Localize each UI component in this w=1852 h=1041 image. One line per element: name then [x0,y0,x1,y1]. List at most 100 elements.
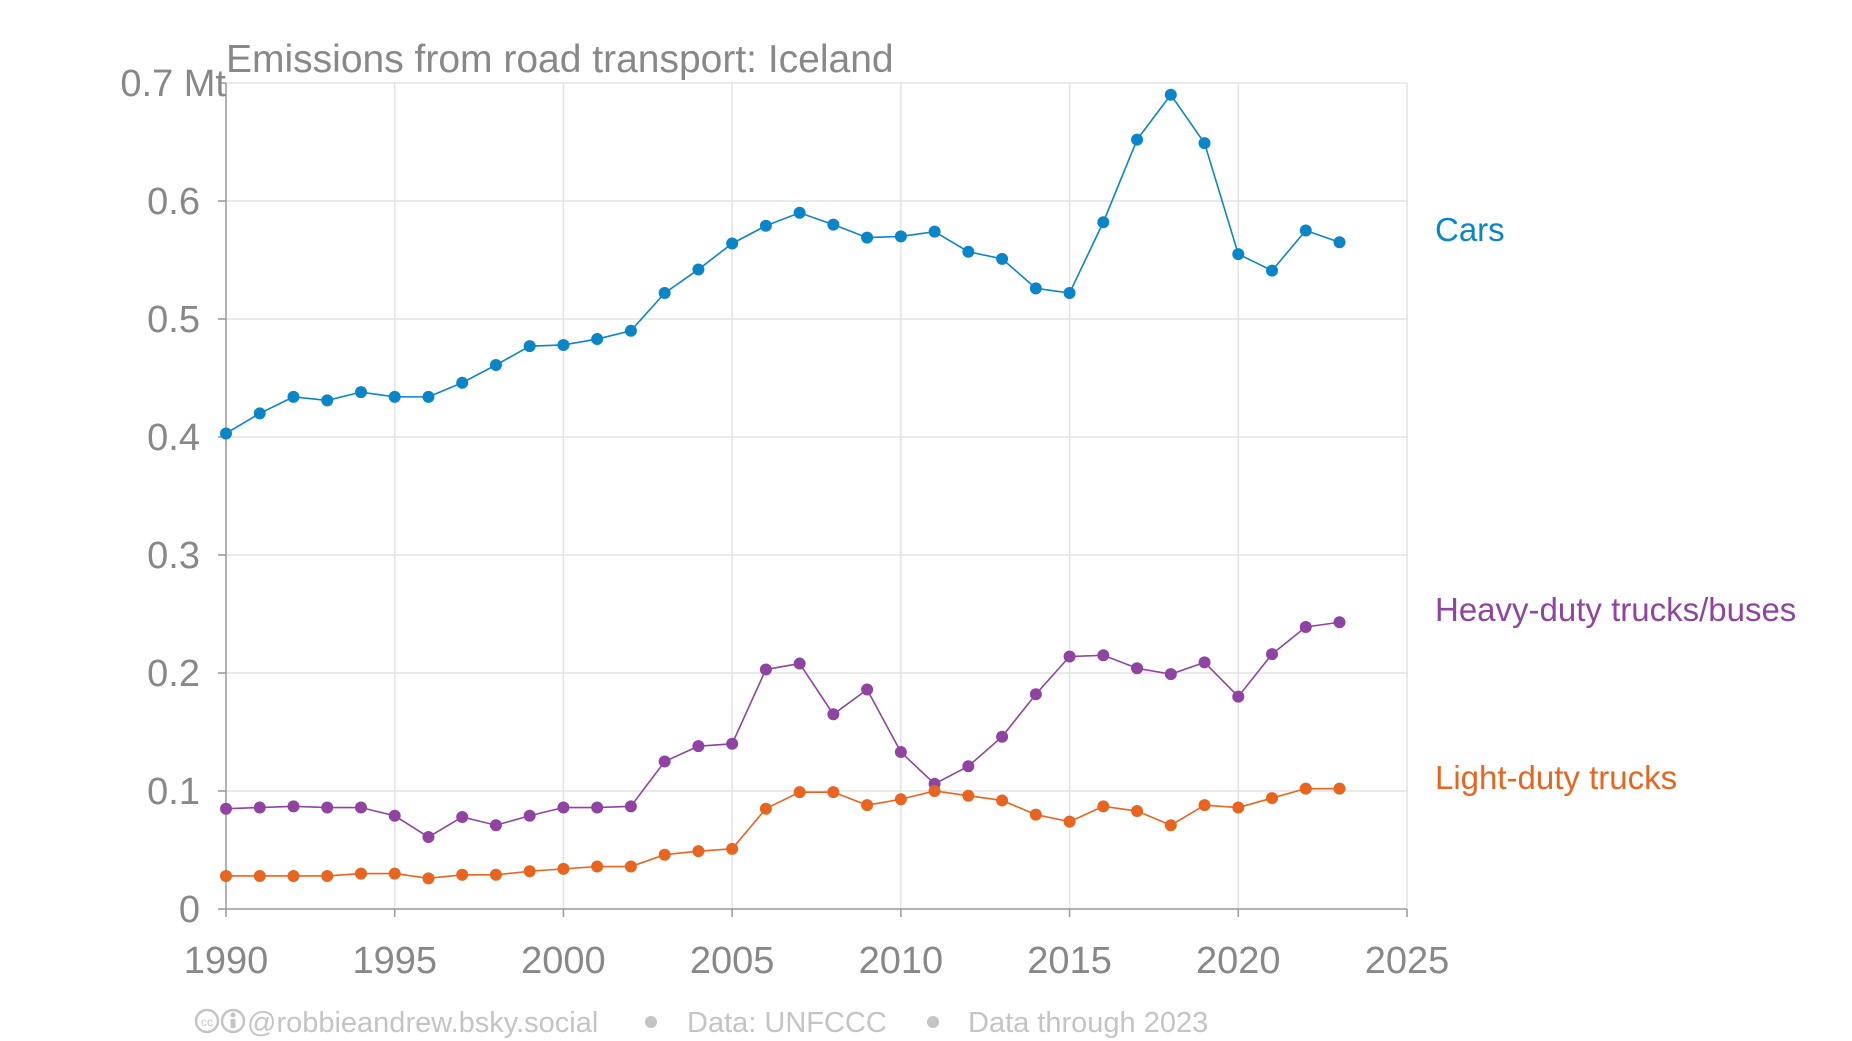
data-point [354,867,367,880]
data-point [1333,782,1346,795]
x-tick-label: 1990 [184,940,269,982]
grid [226,82,1408,909]
data-point [692,263,705,276]
svg-text:cc: cc [201,1015,213,1029]
separator-dot [645,1016,657,1028]
data-point [827,708,840,721]
data-point [523,865,536,878]
series-group [220,88,1346,885]
footer: cc @robbieandrew.bsky.social Data: UNFCC… [194,1007,1208,1039]
data-point [388,867,401,880]
data-point [827,786,840,799]
data-point [1266,648,1279,661]
data-point [692,845,705,858]
data-point [1198,137,1211,150]
data-point [456,810,469,823]
data-point [1333,616,1346,629]
y-tick-label: 0.6 [147,181,200,223]
data-point [996,794,1009,807]
data-point [1198,656,1211,669]
data-point [1232,248,1245,261]
data-point [1232,801,1245,814]
x-tick-label: 2025 [1365,940,1450,982]
data-point [456,376,469,389]
series-cars [220,88,1346,440]
series-light-duty-trucks [220,782,1346,885]
data-point [388,809,401,822]
data-point [591,801,604,814]
data-point [1097,216,1110,229]
data-point [692,740,705,753]
data-point [624,324,637,337]
data-point [726,842,739,855]
data-point [422,390,435,403]
x-tick-label: 2005 [690,940,775,982]
data-point [1299,620,1312,633]
y-tick-label: 0.2 [147,653,200,695]
data-point [253,801,266,814]
data-point [624,860,637,873]
data-point [1232,690,1245,703]
chart-title: Emissions from road transport: Iceland [226,38,894,81]
data-point [726,237,739,250]
data-point [354,801,367,814]
data-point [1164,668,1177,681]
data-point [759,802,772,815]
series-heavy-duty-trucks-buses [220,616,1346,844]
data-point [321,801,334,814]
y-tick-label: 0.1 [147,771,200,813]
data-point [220,869,232,882]
data-point [287,390,300,403]
data-point [861,799,874,812]
data-point [523,809,536,822]
data-point [1029,688,1042,701]
series-line [225,621,1340,838]
data-point [894,230,907,243]
data-point [1333,236,1346,249]
data-point [489,819,502,832]
data-point [1063,650,1076,663]
data-point [861,231,874,244]
axes: 0 0.1 0.2 0.3 0.4 0.5 0.6 0.7 Mt 1990 1995 2000 200… [120,63,1449,982]
data-point [1164,88,1177,101]
data-point [962,789,975,802]
data-point [793,786,806,799]
data-point [996,252,1009,265]
data-point [1097,800,1110,813]
footer-author: @robbieandrew.bsky.social [247,1007,598,1039]
data-point [354,386,367,399]
data-point [489,868,502,881]
data-point [253,407,266,420]
data-point [894,793,907,806]
cc-by-icon: cc [194,1008,246,1034]
footer-source: Data: UNFCCC [687,1007,887,1039]
data-point [658,755,671,768]
data-point [456,868,469,881]
data-point [1299,782,1312,795]
data-point [321,869,334,882]
data-point [1063,815,1076,828]
series-label: Cars [1435,211,1505,248]
data-point [1131,805,1144,818]
y-tick-label: 0.3 [147,535,200,577]
series-line [226,787,1340,880]
series-label: Light-duty trucks [1435,759,1677,796]
data-point [928,785,941,797]
data-point [557,801,570,814]
data-point [996,730,1009,743]
footer-through: Data through 2023 [968,1007,1208,1039]
data-point [1266,264,1279,277]
y-tick-label: 0.7 Mt [120,63,226,105]
data-point [591,333,604,346]
x-tick-label: 2020 [1196,940,1281,982]
data-point [220,427,232,440]
data-point [422,872,435,885]
data-point [759,219,772,232]
data-point [591,860,604,873]
data-point [253,869,266,882]
data-point [962,760,975,773]
data-point [793,206,806,219]
data-point [861,683,874,696]
y-tick-label: 0.5 [147,299,200,341]
